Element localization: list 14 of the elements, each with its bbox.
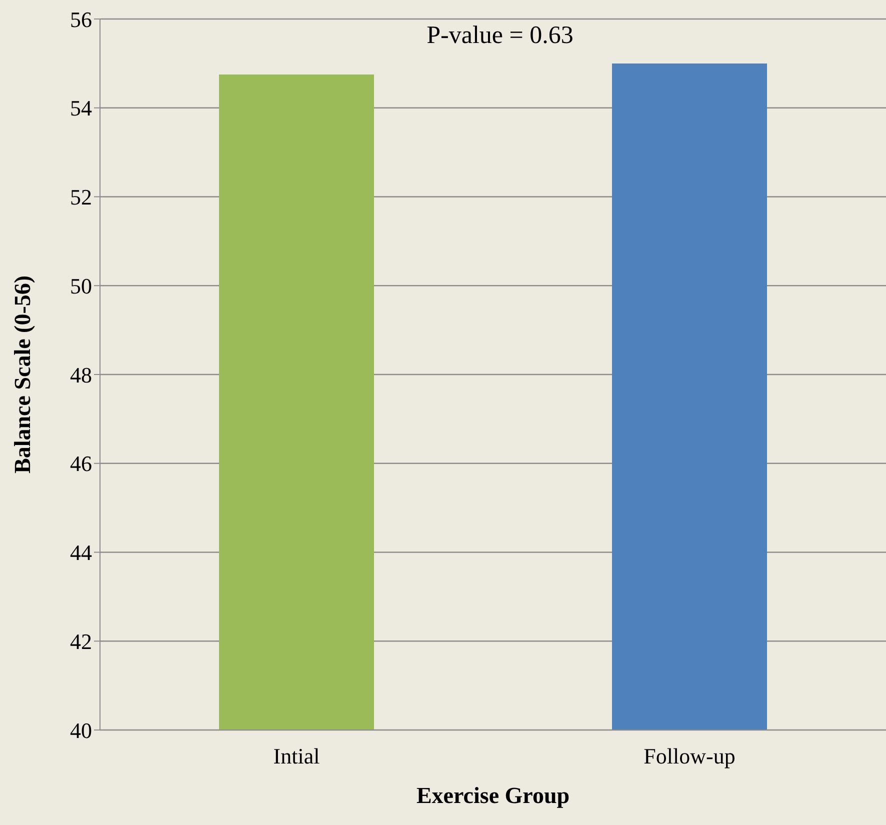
y-tick-label: 52 — [70, 184, 92, 210]
y-tick-label: 44 — [70, 540, 92, 566]
annotation: P-value = 0.63 — [426, 22, 574, 50]
x-tick-label: Intial — [273, 744, 320, 769]
y-tick-label: 46 — [70, 451, 92, 476]
x-tick-label: Follow-up — [644, 744, 736, 769]
y-tick-label: 40 — [70, 718, 92, 743]
y-axis-title: Balance Scale (0-56) — [10, 275, 36, 474]
y-tick-label: 48 — [70, 362, 92, 388]
y-tick-label: 42 — [70, 628, 92, 654]
y-tick-label: 50 — [70, 273, 92, 298]
y-tick-label: 56 — [70, 6, 92, 32]
y-tick-label: 54 — [70, 96, 92, 121]
x-axis-title: Exercise Group — [416, 783, 570, 808]
